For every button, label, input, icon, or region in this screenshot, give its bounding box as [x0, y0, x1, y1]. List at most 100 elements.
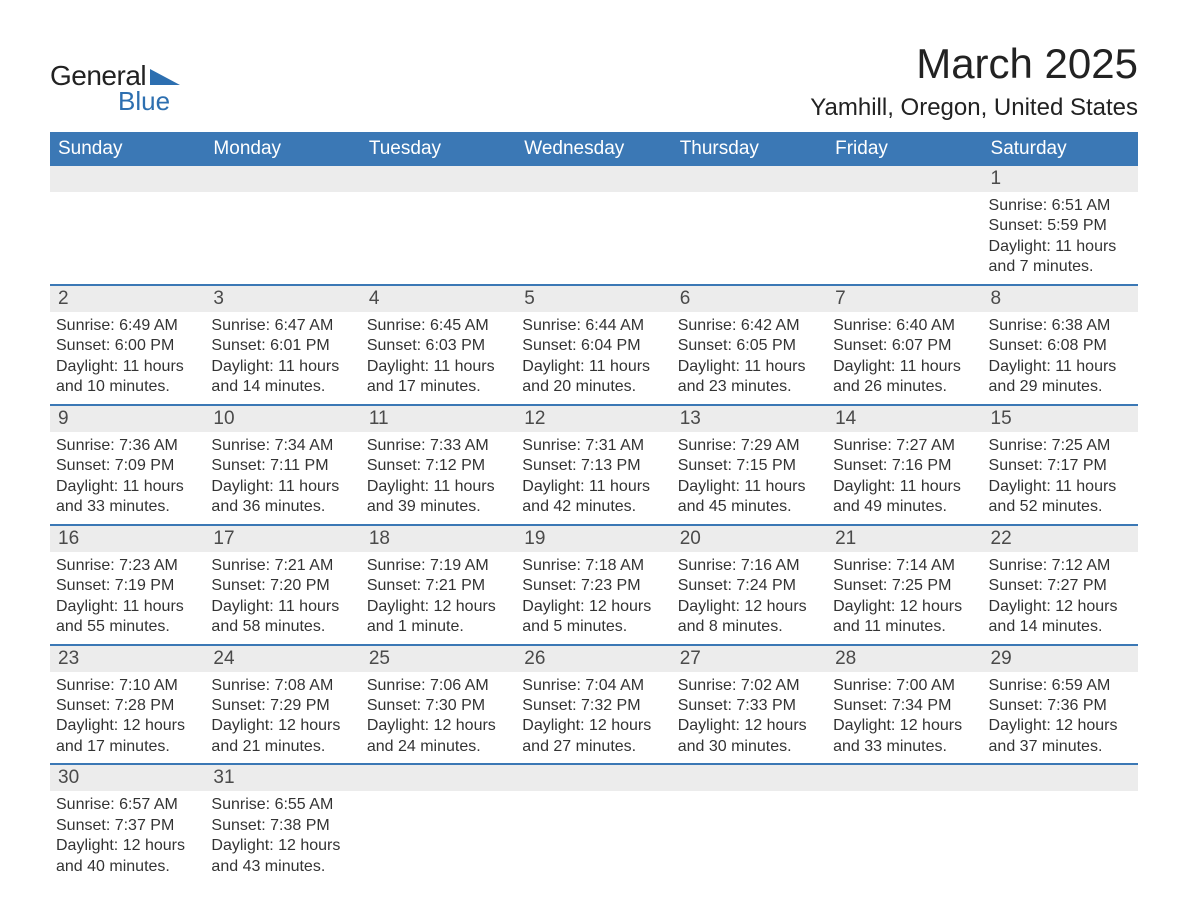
title-block: March 2025 Yamhill, Oregon, United State… [810, 40, 1138, 122]
day-number: 19 [516, 526, 671, 552]
weekday-header: Thursday [672, 132, 827, 166]
sunset-text: Sunset: 6:05 PM [678, 336, 821, 356]
daylight-text: Daylight: 11 hours and 55 minutes. [56, 597, 199, 638]
day-body: Sunrise: 7:29 AMSunset: 7:15 PMDaylight:… [672, 432, 827, 524]
calendar-week-row: 1Sunrise: 6:51 AMSunset: 5:59 PMDaylight… [50, 166, 1138, 284]
day-body [205, 192, 360, 202]
weekday-header: Sunday [50, 132, 205, 166]
daylight-text: Daylight: 11 hours and 14 minutes. [211, 357, 354, 398]
location-subtitle: Yamhill, Oregon, United States [810, 94, 1138, 122]
day-number: 6 [672, 286, 827, 312]
day-body: Sunrise: 7:10 AMSunset: 7:28 PMDaylight:… [50, 672, 205, 764]
calendar-day-cell: 17Sunrise: 7:21 AMSunset: 7:20 PMDayligh… [205, 526, 360, 644]
calendar-day-cell: 4Sunrise: 6:45 AMSunset: 6:03 PMDaylight… [361, 286, 516, 404]
sunrise-text: Sunrise: 7:36 AM [56, 436, 199, 456]
calendar-day-cell: 5Sunrise: 6:44 AMSunset: 6:04 PMDaylight… [516, 286, 671, 404]
calendar-day-cell [672, 166, 827, 284]
weekday-header: Friday [827, 132, 982, 166]
day-number: 5 [516, 286, 671, 312]
sunrise-text: Sunrise: 7:12 AM [989, 556, 1132, 576]
sunset-text: Sunset: 6:01 PM [211, 336, 354, 356]
day-number: 15 [983, 406, 1138, 432]
day-body: Sunrise: 6:42 AMSunset: 6:05 PMDaylight:… [672, 312, 827, 404]
day-number [672, 765, 827, 791]
day-body: Sunrise: 7:08 AMSunset: 7:29 PMDaylight:… [205, 672, 360, 764]
sunset-text: Sunset: 7:13 PM [522, 456, 665, 476]
day-body: Sunrise: 7:23 AMSunset: 7:19 PMDaylight:… [50, 552, 205, 644]
brand-word-2: Blue [118, 86, 170, 117]
daylight-text: Daylight: 11 hours and 26 minutes. [833, 357, 976, 398]
calendar-day-cell: 23Sunrise: 7:10 AMSunset: 7:28 PMDayligh… [50, 646, 205, 764]
sunrise-text: Sunrise: 6:38 AM [989, 316, 1132, 336]
day-body [361, 791, 516, 801]
brand-triangle-icon [150, 67, 180, 85]
sunrise-text: Sunrise: 6:49 AM [56, 316, 199, 336]
weekday-header: Monday [205, 132, 360, 166]
sunset-text: Sunset: 7:32 PM [522, 696, 665, 716]
daylight-text: Daylight: 11 hours and 52 minutes. [989, 477, 1132, 518]
sunrise-text: Sunrise: 7:06 AM [367, 676, 510, 696]
calendar: SundayMondayTuesdayWednesdayThursdayFrid… [50, 132, 1138, 883]
daylight-text: Daylight: 12 hours and 5 minutes. [522, 597, 665, 638]
day-body: Sunrise: 6:44 AMSunset: 6:04 PMDaylight:… [516, 312, 671, 404]
calendar-week-row: 9 Sunrise: 7:36 AMSunset: 7:09 PM Daylight… [50, 404, 1138, 524]
sunset-text: Sunset: 7:21 PM [367, 576, 510, 596]
day-number: 11 [361, 406, 516, 432]
sunset-text: Sunset: 6:03 PM [367, 336, 510, 356]
day-number: 1 [983, 166, 1138, 192]
sunset-text: Sunset: 7:30 PM [367, 696, 510, 716]
sunset-text: Sunset: 7:19 PM [56, 576, 199, 596]
calendar-day-cell: 15Sunrise: 7:25 AMSunset: 7:17 PMDayligh… [983, 406, 1138, 524]
daylight-text: Daylight: 12 hours and 37 minutes. [989, 716, 1132, 757]
day-number: 31 [205, 765, 360, 791]
day-number: 8 [983, 286, 1138, 312]
sunrise-text: Sunrise: 6:47 AM [211, 316, 354, 336]
day-body [516, 192, 671, 202]
weekday-header: Wednesday [516, 132, 671, 166]
day-number: 2 [50, 286, 205, 312]
day-number [516, 765, 671, 791]
day-number [672, 166, 827, 192]
day-body [672, 791, 827, 801]
day-number: 9 [50, 406, 205, 432]
daylight-text: Daylight: 11 hours and 45 minutes. [678, 477, 821, 518]
sunset-text: Sunset: 7:15 PM [678, 456, 821, 476]
day-body: Sunrise: 7:19 AMSunset: 7:21 PMDaylight:… [361, 552, 516, 644]
sunrise-text: Sunrise: 7:29 AM [678, 436, 821, 456]
sunset-text: Sunset: 7:09 PM [56, 456, 199, 476]
day-number: 30 [50, 765, 205, 791]
day-number: 27 [672, 646, 827, 672]
calendar-day-cell [361, 765, 516, 883]
daylight-text: Daylight: 11 hours and 7 minutes. [989, 237, 1132, 278]
day-body [827, 192, 982, 202]
sunset-text: Sunset: 7:23 PM [522, 576, 665, 596]
sunset-text: Sunset: 7:33 PM [678, 696, 821, 716]
sunset-text: Sunset: 6:08 PM [989, 336, 1132, 356]
day-body: Sunrise: 7:33 AMSunset: 7:12 PMDaylight:… [361, 432, 516, 524]
brand-logo: General Blue [50, 60, 180, 117]
daylight-text: Daylight: 11 hours and 20 minutes. [522, 357, 665, 398]
day-number [205, 166, 360, 192]
day-body [672, 192, 827, 202]
day-body: Sunrise: 7:02 AMSunset: 7:33 PMDaylight:… [672, 672, 827, 764]
daylight-text: Daylight: 12 hours and 11 minutes. [833, 597, 976, 638]
sunrise-text: Sunrise: 6:44 AM [522, 316, 665, 336]
calendar-day-cell: 20Sunrise: 7:16 AMSunset: 7:24 PMDayligh… [672, 526, 827, 644]
day-number: 17 [205, 526, 360, 552]
sunset-text: Sunset: 7:34 PM [833, 696, 976, 716]
sunset-text: Sunset: 7:25 PM [833, 576, 976, 596]
sunset-text: Sunset: 7:27 PM [989, 576, 1132, 596]
sunset-text: Sunset: 7:11 PM [211, 456, 354, 476]
day-number: 25 [361, 646, 516, 672]
sunrise-text: Sunrise: 7:31 AM [522, 436, 665, 456]
calendar-day-cell: 10Sunrise: 7:34 AMSunset: 7:11 PMDayligh… [205, 406, 360, 524]
sunrise-text: Sunrise: 6:51 AM [989, 196, 1132, 216]
calendar-day-cell: 22Sunrise: 7:12 AMSunset: 7:27 PMDayligh… [983, 526, 1138, 644]
day-body: Sunrise: 7:04 AMSunset: 7:32 PMDaylight:… [516, 672, 671, 764]
calendar-day-cell [205, 166, 360, 284]
sunset-text: Sunset: 6:04 PM [522, 336, 665, 356]
daylight-text: Daylight: 11 hours and 36 minutes. [211, 477, 354, 518]
day-body: Sunrise: 6:38 AMSunset: 6:08 PMDaylight:… [983, 312, 1138, 404]
daylight-text: Daylight: 11 hours and 58 minutes. [211, 597, 354, 638]
daylight-text: Daylight: 12 hours and 30 minutes. [678, 716, 821, 757]
